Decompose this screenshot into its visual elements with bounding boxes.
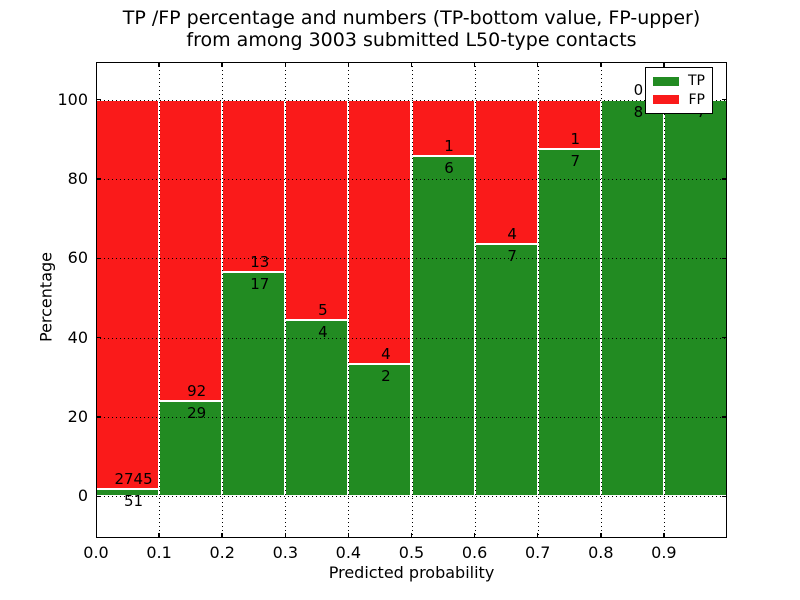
tp-bar-segment — [600, 99, 664, 497]
tp-bar-segment — [537, 149, 601, 497]
x-tick — [347, 62, 350, 67]
chart-title-line-1: TP /FP percentage and numbers (TP-bottom… — [122, 7, 701, 29]
fp-bar-segment — [96, 99, 160, 490]
legend: TP FP — [645, 67, 713, 114]
x-tick — [158, 62, 160, 67]
fp-bar-segment — [411, 99, 475, 157]
x-tick — [410, 62, 413, 67]
tp-bar-segment — [663, 99, 727, 497]
y-tick — [722, 178, 727, 180]
y-gridline — [96, 496, 727, 498]
x-tick — [536, 62, 539, 67]
y-tick — [96, 98, 101, 101]
legend-swatch-tp — [653, 76, 679, 86]
x-tick — [473, 62, 476, 67]
tp-count-label: 51 — [124, 492, 144, 511]
legend-item: FP — [653, 92, 705, 108]
chart-title-line-2: from among 3003 submitted L50-type conta… — [186, 29, 637, 51]
x-tick-label: 0.7 — [524, 543, 551, 562]
y-tick — [722, 495, 727, 498]
fp-bar-segment — [537, 99, 601, 150]
fp-bar-segment — [222, 99, 286, 272]
legend-item: TP — [653, 73, 705, 89]
fp-bar-segment — [348, 99, 412, 365]
x-tick — [600, 62, 602, 67]
x-tick-label: 0.4 — [335, 543, 362, 562]
x-tick — [600, 533, 602, 538]
x-tick — [158, 533, 160, 538]
fp-bar-segment — [474, 99, 538, 244]
legend-swatch-fp — [653, 95, 679, 105]
x-tick — [410, 533, 413, 538]
x-tick — [284, 62, 287, 67]
bar-group — [411, 99, 475, 497]
x-tick-label: 0.0 — [83, 543, 109, 562]
chart-title: TP /FP percentage and numbers (TP-bottom… — [96, 7, 727, 51]
tp-bar-segment — [159, 401, 223, 497]
x-tick — [536, 533, 539, 538]
tp-bar-segment — [474, 243, 538, 497]
y-tick — [722, 416, 727, 418]
y-tick — [722, 336, 727, 339]
y-tick-label: 100 — [57, 89, 88, 109]
tp-bar-segment — [285, 320, 349, 497]
x-tick — [663, 533, 665, 538]
x-tick-label: 0.1 — [146, 543, 172, 562]
x-tick-label: 0.5 — [398, 543, 425, 562]
fp-bar-segment — [159, 99, 223, 402]
x-tick-label: 0.9 — [651, 543, 677, 562]
bar-group — [96, 99, 160, 497]
y-tick — [722, 98, 727, 101]
tp-bar-segment — [222, 271, 286, 497]
x-tick-label: 0.2 — [209, 543, 235, 562]
x-axis-label: Predicted probability — [328, 563, 495, 582]
tp-bar-segment — [411, 156, 475, 497]
y-tick-label: 60 — [67, 248, 88, 268]
bar-group — [663, 99, 727, 497]
x-tick — [221, 533, 223, 538]
y-tick — [722, 257, 727, 260]
fp-bar-segment — [285, 99, 349, 321]
x-tick — [284, 533, 287, 538]
bar-group — [348, 99, 412, 497]
tp-bar-segment — [96, 489, 160, 497]
x-tick-label: 0.3 — [272, 543, 299, 562]
y-tick-label: 20 — [67, 407, 88, 427]
y-tick — [96, 336, 101, 339]
x-tick-label: 0.6 — [461, 543, 488, 562]
y-tick — [96, 495, 101, 498]
bar-group — [537, 99, 601, 497]
y-tick — [96, 178, 101, 180]
x-tick-label: 0.8 — [588, 543, 614, 562]
legend-label: FP — [688, 91, 706, 108]
x-tick — [473, 533, 476, 538]
y-tick-label: 0 — [77, 486, 88, 506]
y-tick-label: 80 — [67, 169, 88, 189]
tp-bar-segment — [348, 364, 412, 497]
bar-group — [159, 99, 223, 497]
y-tick — [96, 416, 101, 418]
y-tick — [96, 257, 101, 260]
bar-group — [474, 99, 538, 497]
x-tick — [221, 62, 223, 67]
bar-group — [600, 99, 664, 497]
bar-group — [222, 99, 286, 497]
bar-group — [285, 99, 349, 497]
legend-label: TP — [688, 73, 705, 90]
x-tick — [347, 533, 350, 538]
y-tick-label: 40 — [67, 327, 88, 347]
